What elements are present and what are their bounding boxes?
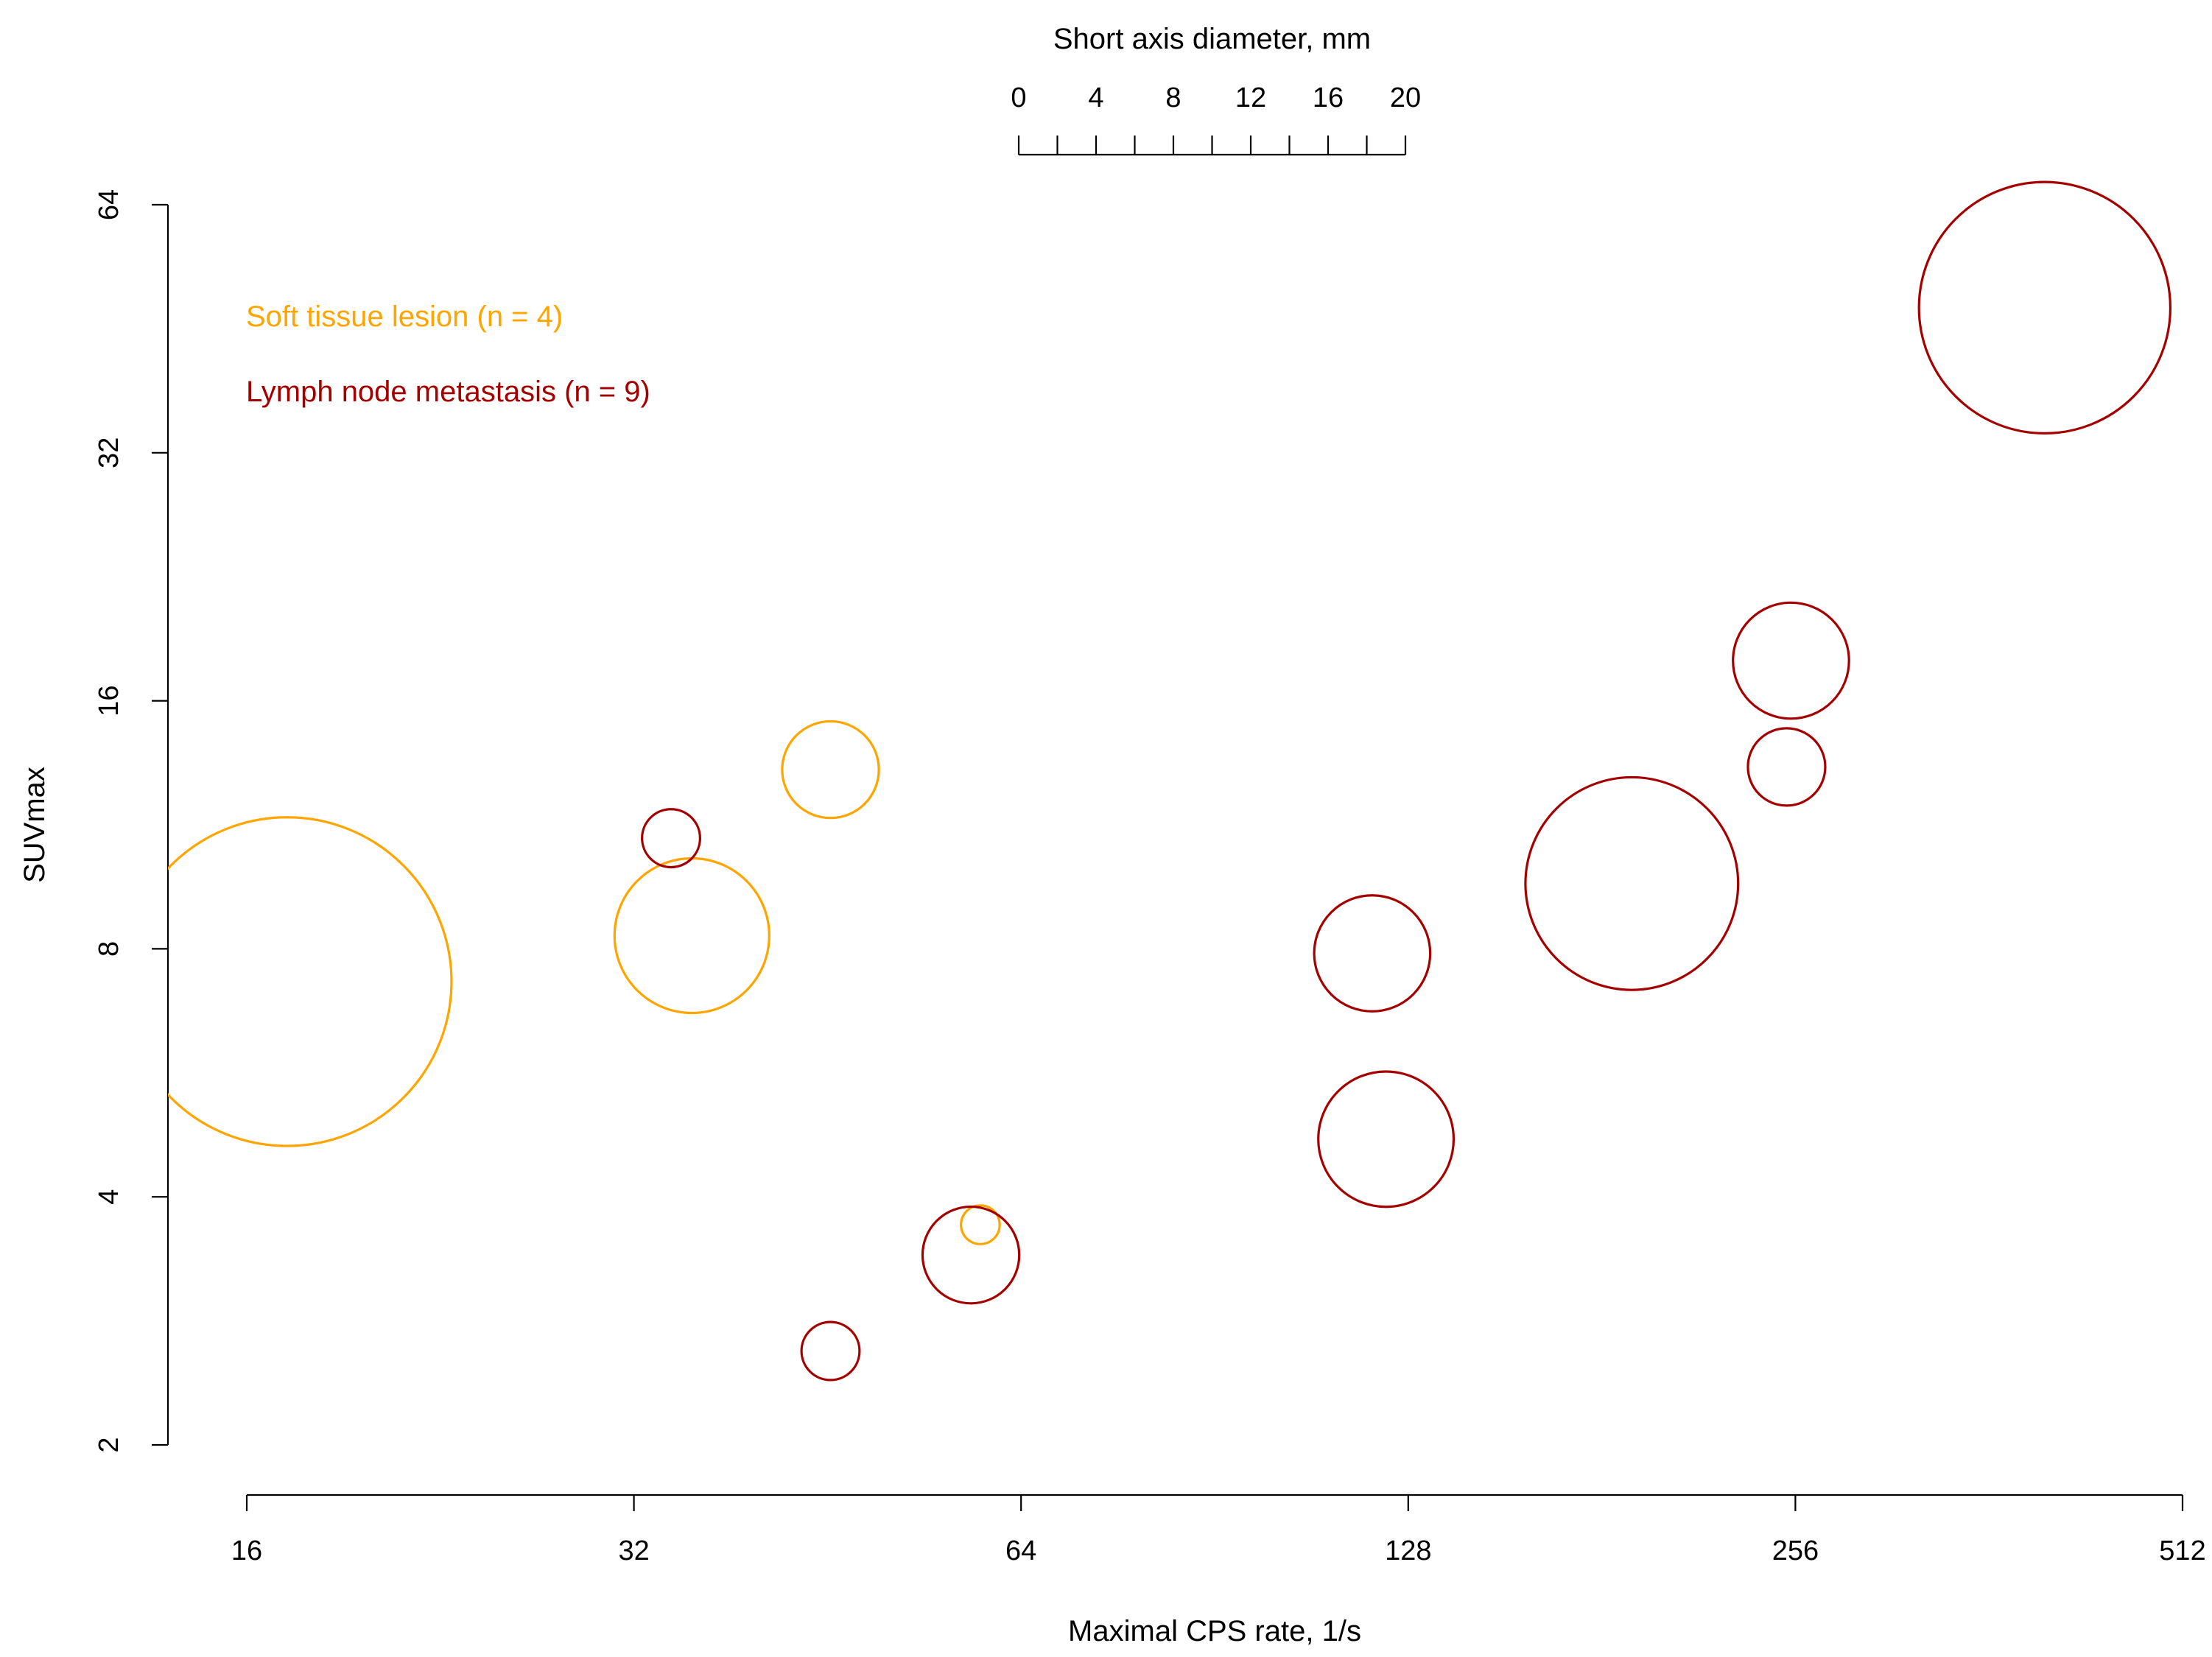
y-tick-label: 16	[94, 685, 124, 716]
bubble-lymph-node-metastasis	[1524, 775, 1740, 991]
x-tick-label: 32	[618, 1535, 649, 1566]
data-bubbles	[168, 180, 2172, 1382]
x-tick-label: 512	[2159, 1535, 2205, 1566]
x-tick-label: 64	[1005, 1535, 1036, 1566]
legend: Soft tissue lesion (n = 4) Lymph node me…	[246, 300, 650, 408]
bubble-soft-tissue-lesion	[168, 816, 453, 1147]
y-tick-label: 2	[94, 1437, 124, 1452]
size-legend-tick-label: 12	[1235, 82, 1266, 113]
bubble-lymph-node-metastasis	[1317, 1070, 1456, 1209]
size-legend: Short axis diameter, mm 0 4 8 12 16 20	[1011, 23, 1421, 156]
size-legend-tick-label: 16	[1313, 82, 1344, 113]
x-tick-label: 256	[1772, 1535, 1819, 1566]
y-tick-label: 4	[94, 1189, 124, 1205]
bubble-lymph-node-metastasis	[1732, 601, 1850, 720]
size-legend-tick-label: 20	[1390, 82, 1421, 113]
bubble-lymph-node-metastasis	[800, 1320, 861, 1382]
bubble-soft-tissue-lesion	[960, 1204, 1001, 1245]
y-axis-ticks: 2 4 8 16 32 64	[94, 189, 168, 1453]
bubble-lymph-node-metastasis	[641, 808, 701, 869]
x-axis-ticks: 16 32 64 128 256 512	[231, 1495, 2206, 1566]
size-legend-tick-label: 8	[1165, 82, 1181, 113]
x-axis: 16 32 64 128 256 512 Maximal CPS rate, 1/s	[231, 1494, 2206, 1647]
size-legend-ticks: 0 4 8 12 16 20	[1011, 82, 1421, 155]
x-axis-title: Maximal CPS rate, 1/s	[1068, 1615, 1361, 1647]
bubble-soft-tissue-lesion	[613, 856, 770, 1015]
size-legend-tick-label: 0	[1011, 82, 1026, 113]
size-legend-tick-label: 4	[1088, 82, 1103, 113]
bubble-lymph-node-metastasis	[1313, 894, 1432, 1013]
bubble-soft-tissue-lesion	[781, 720, 880, 820]
y-tick-label: 32	[94, 437, 124, 468]
y-axis: 2 4 8 16 32 64 SUVmax	[18, 189, 169, 1453]
x-tick-label: 128	[1385, 1535, 1431, 1566]
y-axis-title: SUVmax	[18, 767, 51, 883]
bubble-lymph-node-metastasis	[1917, 180, 2172, 435]
bubble-lymph-node-metastasis	[921, 1205, 1021, 1305]
x-tick-label: 16	[231, 1535, 262, 1566]
bubble-lymph-node-metastasis	[1746, 727, 1827, 807]
size-legend-title: Short axis diameter, mm	[1053, 23, 1371, 55]
legend-entry-soft-tissue: Soft tissue lesion (n = 4)	[246, 300, 563, 333]
legend-entry-lymph-node: Lymph node metastasis (n = 9)	[246, 376, 650, 408]
y-tick-label: 64	[94, 189, 124, 220]
y-tick-label: 8	[94, 941, 124, 957]
